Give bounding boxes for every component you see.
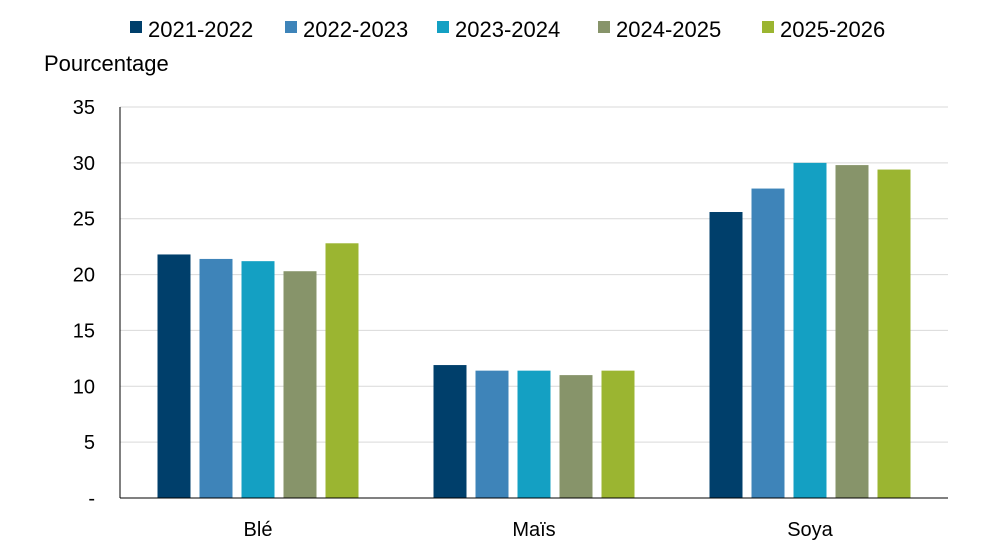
bar [793, 162, 827, 498]
bar [241, 261, 275, 498]
x-axis-categories: Blé Maïs Soya [244, 519, 834, 541]
legend-label: 2024-2025 [616, 17, 721, 42]
legend-swatch [285, 21, 297, 33]
legend-swatch [437, 21, 449, 33]
bars [157, 162, 911, 499]
legend-swatch [130, 21, 142, 33]
bar [877, 169, 911, 498]
legend: 2021-2022 2022-2023 2023-2024 2024-2025 2025… [130, 17, 885, 42]
bar [325, 243, 359, 498]
y-tick-label: 5 [84, 432, 95, 454]
x-category-label: Soya [787, 519, 833, 541]
y-tick-label: 10 [73, 376, 95, 398]
y-tick-label: 35 [73, 97, 95, 119]
axes [119, 107, 948, 499]
bar [559, 375, 593, 498]
x-category-label: Blé [244, 519, 273, 541]
bar [601, 370, 635, 498]
y-tick-label: 15 [73, 320, 95, 342]
bar [157, 254, 191, 498]
x-category-label: Maïs [512, 519, 555, 541]
bar [751, 188, 785, 498]
y-tick-label: 30 [73, 153, 95, 175]
bar [709, 212, 743, 499]
y-tick-label: - [88, 488, 95, 510]
y-axis-ticks: - 5 10 15 20 25 30 35 [73, 97, 95, 510]
bar [475, 370, 509, 498]
legend-swatch [598, 21, 610, 33]
legend-label: 2021-2022 [148, 17, 253, 42]
legend-label: 2022-2023 [303, 17, 408, 42]
y-tick-label: 20 [73, 265, 95, 287]
y-tick-label: 25 [73, 209, 95, 231]
legend-label: 2023-2024 [455, 17, 560, 42]
legend-swatch [762, 21, 774, 33]
bar [283, 271, 317, 498]
legend-label: 2025-2026 [780, 17, 885, 42]
y-axis-label: Pourcentage [44, 51, 169, 76]
bar [433, 365, 467, 498]
bar [517, 370, 551, 498]
bar [199, 258, 233, 498]
bar [835, 165, 869, 498]
